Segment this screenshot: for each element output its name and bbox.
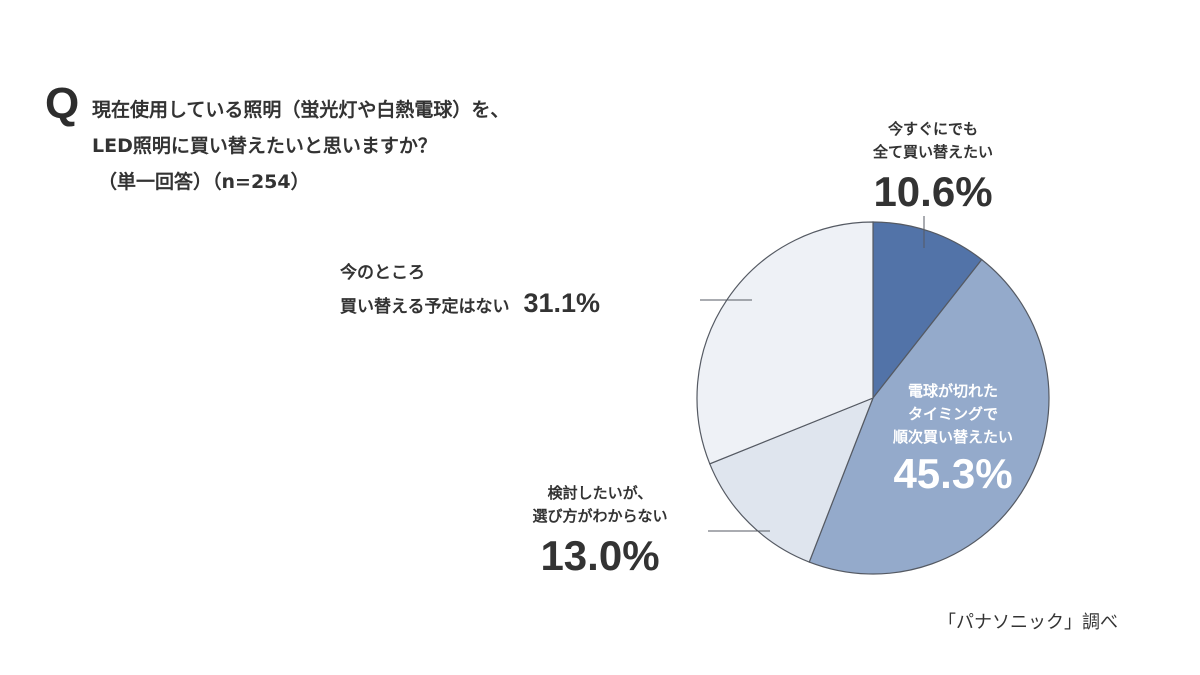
pie-slice-1 — [808, 258, 1050, 575]
source-note: 「パナソニック」調べ — [938, 612, 1118, 633]
label-buy-all-now: 今すぐにでも 全て買い替えたい 10.6% — [858, 118, 1008, 218]
label-replace-when-burnt-out: 電球が切れた タイミングで 順次買い替えたい 45.3% — [858, 380, 1048, 499]
pie-slice-0 — [872, 221, 983, 400]
percent-value: 13.0% — [540, 532, 660, 579]
question-text: 現在使用している照明（蛍光灯や白熱電球）を、 LED照明に買い替えたいと思います… — [92, 92, 509, 200]
leader-lines — [700, 216, 925, 532]
percent-value: 10.6% — [873, 168, 993, 215]
question-line-3: （単一回答）（n=254） — [98, 171, 310, 193]
pie-slice-2 — [708, 396, 875, 563]
pie-slices — [696, 221, 1050, 575]
question-line-1: 現在使用している照明（蛍光灯や白熱電球）を、 — [92, 99, 510, 121]
label-no-plan-to-replace: 今のところ 買い替える予定はない 31.1% — [340, 263, 601, 318]
percent-value: 31.1% — [523, 288, 601, 318]
question-line-2: LED照明に買い替えたいと思いますか？ — [92, 135, 437, 157]
label-unsure-how-to-choose: 検討したいが、 選び方がわからない 13.0% — [500, 482, 700, 582]
percent-value: 45.3% — [893, 450, 1013, 497]
question-mark: Q — [45, 79, 80, 128]
